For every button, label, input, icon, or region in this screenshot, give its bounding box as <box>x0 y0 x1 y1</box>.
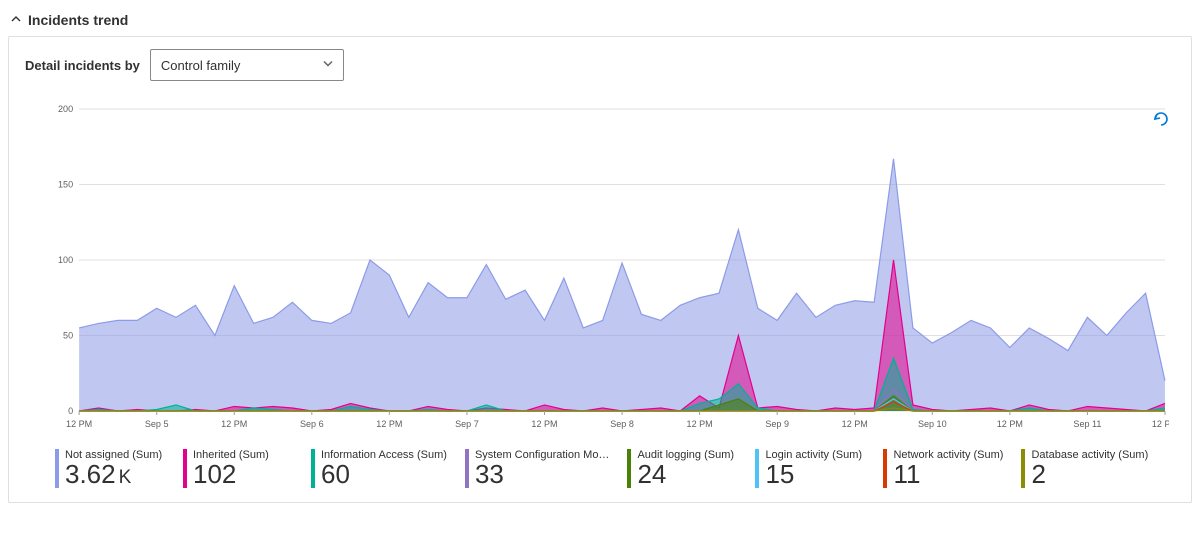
legend-value: 24 <box>637 461 734 488</box>
legend-color-bar <box>55 449 59 488</box>
legend-color-bar <box>465 449 469 488</box>
legend-item[interactable]: System Configuration Mo…33 <box>465 449 628 488</box>
legend-value: 102 <box>193 461 269 488</box>
svg-text:Sep 9: Sep 9 <box>765 419 789 429</box>
legend-color-bar <box>183 449 187 488</box>
svg-text:0: 0 <box>68 406 73 416</box>
legend-row: Not assigned (Sum)3.62KInherited (Sum)10… <box>55 449 1175 488</box>
svg-text:12 PM: 12 PM <box>531 419 557 429</box>
legend-color-bar <box>883 449 887 488</box>
svg-text:12 PM: 12 PM <box>221 419 247 429</box>
svg-text:Sep 11: Sep 11 <box>1073 419 1101 429</box>
legend-value: 33 <box>475 461 610 488</box>
detail-select[interactable]: Control family <box>150 49 344 81</box>
legend-item[interactable]: Inherited (Sum)102 <box>183 449 311 488</box>
svg-text:12 PM: 12 PM <box>997 419 1023 429</box>
legend-item[interactable]: Audit logging (Sum)24 <box>627 449 755 488</box>
legend-label: Database activity (Sum) <box>1031 449 1148 461</box>
legend-item[interactable]: Database activity (Sum)2 <box>1021 449 1166 488</box>
svg-text:12 PM: 12 PM <box>1152 419 1169 429</box>
detail-by-label: Detail incidents by <box>25 58 140 73</box>
svg-text:200: 200 <box>58 104 73 114</box>
panel-title: Incidents trend <box>28 12 128 28</box>
chart-area: 0 50 100 150 200 12 PM Sep 5 12 PM Sep 6 12 PM Sep… <box>55 99 1169 439</box>
svg-text:Sep 6: Sep 6 <box>300 419 324 429</box>
detail-select-value[interactable]: Control family <box>150 49 344 81</box>
controls-row: Detail incidents by Control family <box>25 49 1175 81</box>
panel-card: Detail incidents by Control family 0 50 10… <box>8 36 1192 503</box>
svg-text:12 PM: 12 PM <box>376 419 402 429</box>
legend-value: 3.62K <box>65 461 162 488</box>
legend-value: 11 <box>893 461 1003 488</box>
legend-value: 2 <box>1031 461 1148 488</box>
legend-color-bar <box>1021 449 1025 488</box>
legend-item[interactable]: Login activity (Sum)15 <box>755 449 883 488</box>
area-chart: 0 50 100 150 200 12 PM Sep 5 12 PM Sep 6 12 PM Sep… <box>55 99 1169 439</box>
legend-item[interactable]: Not assigned (Sum)3.62K <box>55 449 183 488</box>
legend-color-bar <box>755 449 759 488</box>
svg-text:Sep 8: Sep 8 <box>610 419 634 429</box>
incidents-trend-panel: Incidents trend Detail incidents by Cont… <box>8 8 1192 503</box>
legend-item[interactable]: Network activity (Sum)11 <box>883 449 1021 488</box>
legend-item[interactable]: Information Access (Sum)60 <box>311 449 465 488</box>
svg-text:50: 50 <box>63 331 73 341</box>
svg-text:100: 100 <box>58 255 73 265</box>
svg-text:Sep 5: Sep 5 <box>145 419 169 429</box>
svg-text:Sep 10: Sep 10 <box>918 419 947 429</box>
chevron-up-icon <box>10 13 22 28</box>
svg-text:12 PM: 12 PM <box>66 419 92 429</box>
svg-text:150: 150 <box>58 180 73 190</box>
legend-value: 15 <box>765 461 862 488</box>
legend-color-bar <box>311 449 315 488</box>
svg-text:12 PM: 12 PM <box>842 419 868 429</box>
svg-text:Sep 7: Sep 7 <box>455 419 479 429</box>
svg-text:12 PM: 12 PM <box>687 419 713 429</box>
legend-value: 60 <box>321 461 447 488</box>
legend-color-bar <box>627 449 631 488</box>
panel-header[interactable]: Incidents trend <box>8 8 1192 36</box>
